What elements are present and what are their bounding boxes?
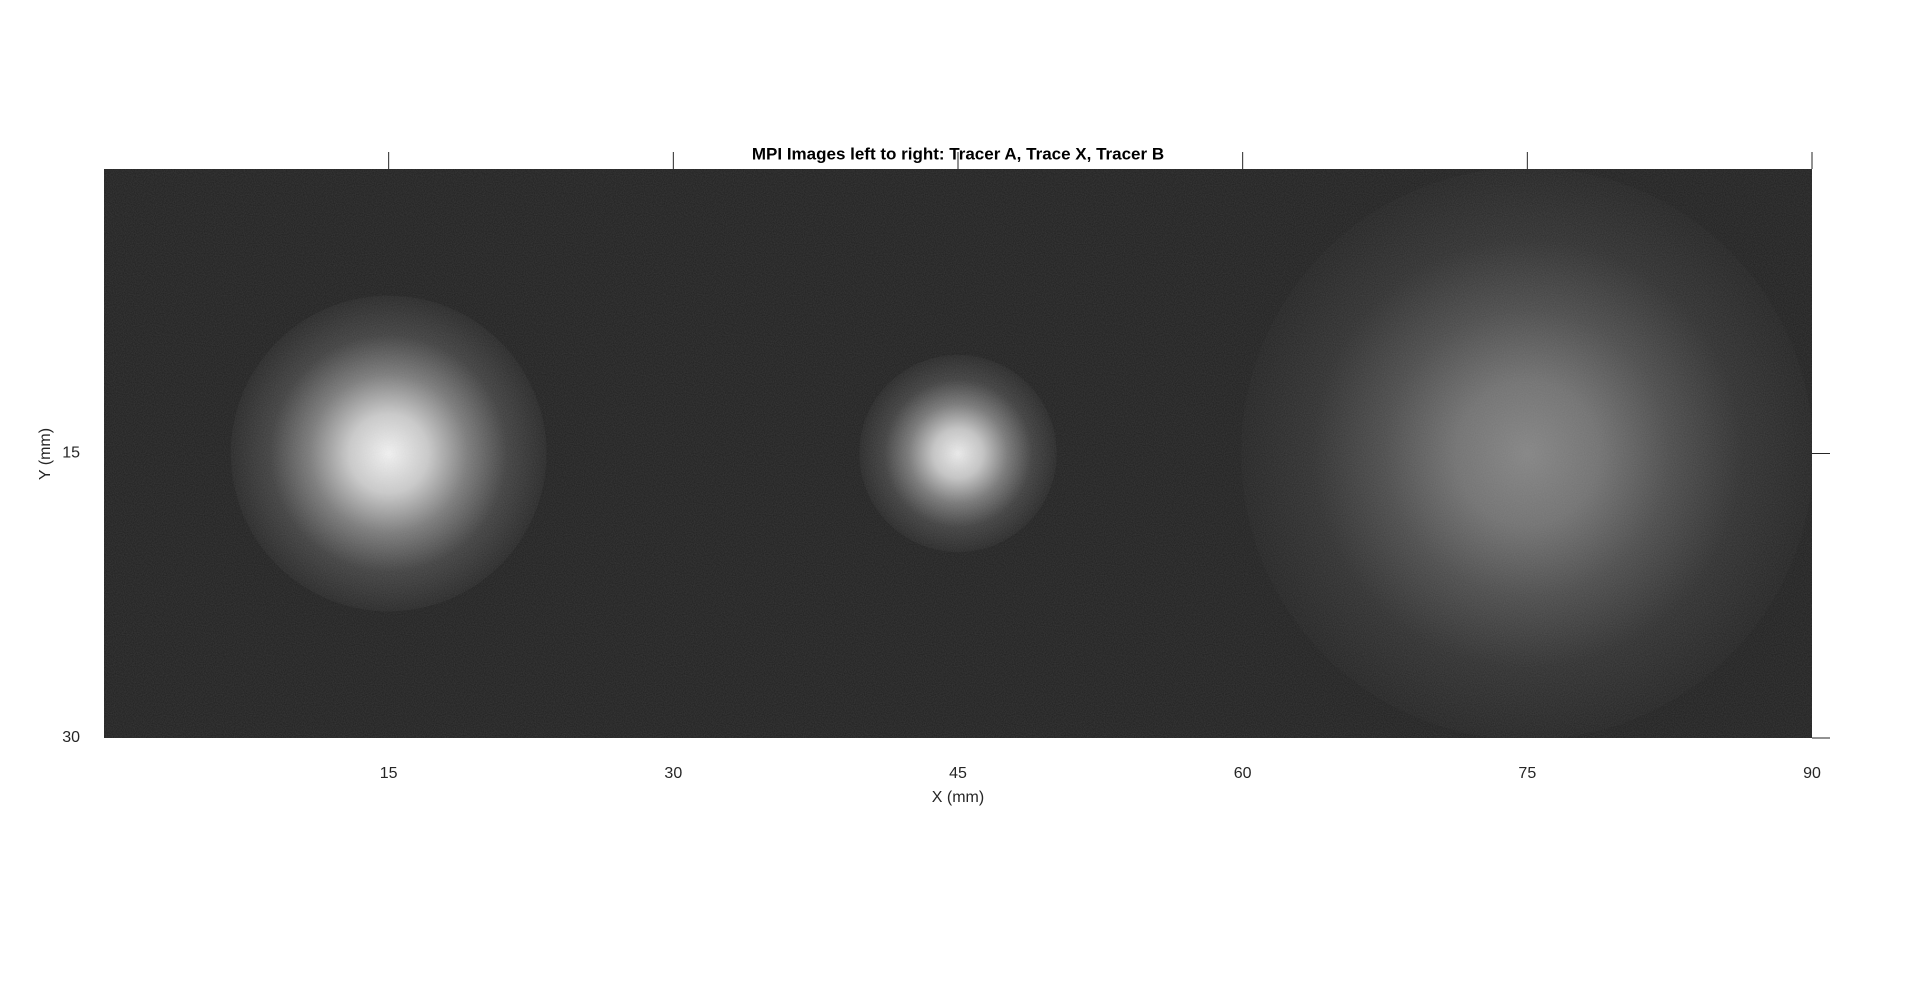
x-axis-label: X (mm)	[932, 789, 984, 806]
image-noise	[104, 169, 1812, 738]
y-axis-label: Y (mm)	[37, 428, 54, 480]
x-tick-label: 15	[380, 765, 398, 782]
x-tick-label: 60	[1234, 765, 1252, 782]
x-tick-label: 45	[949, 765, 967, 782]
x-tick-label: 90	[1803, 765, 1821, 782]
x-tick-label: 75	[1518, 765, 1536, 782]
y-tick-label: 30	[62, 729, 80, 746]
y-tick-label: 15	[62, 445, 80, 462]
image-area	[104, 169, 1812, 738]
x-tick-label: 30	[664, 765, 682, 782]
